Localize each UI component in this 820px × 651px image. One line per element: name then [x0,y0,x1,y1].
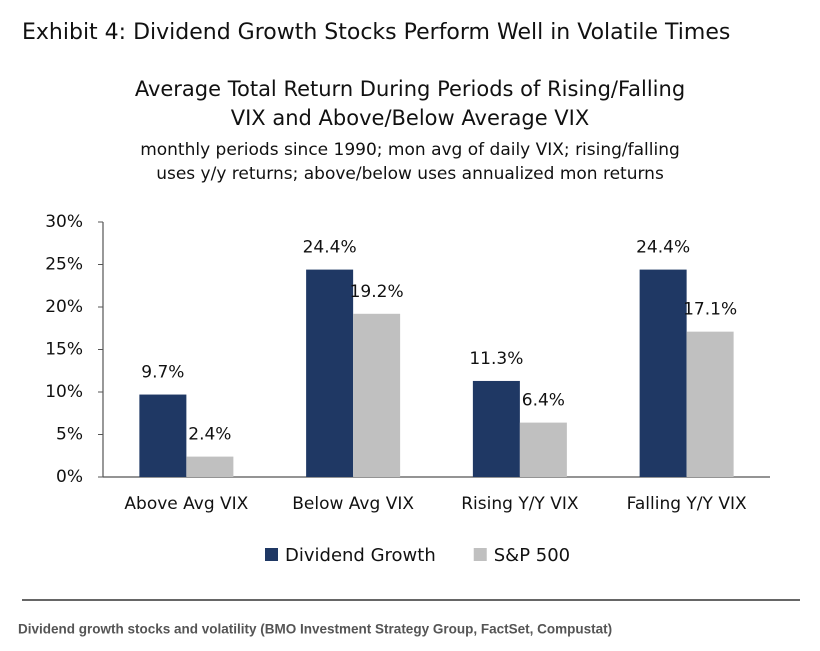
data-label: 17.1% [683,300,737,320]
legend-swatch [265,548,278,561]
x-tick-label: Above Avg VIX [124,494,248,514]
chart-subtitle: monthly periods since 1990; mon avg of d… [140,140,680,160]
y-tick-label: 25% [45,255,83,275]
bar [306,269,354,477]
legend-swatch [473,548,487,561]
data-label: 6.4% [522,391,565,411]
legend-label: Dividend Growth [285,545,436,566]
data-label: 24.4% [303,238,357,258]
legend-label: S&P 500 [494,545,570,566]
bar [139,394,187,477]
y-tick-label: 20% [45,297,83,317]
bar [686,331,734,477]
chart-subtitle: uses y/y returns; above/below uses annua… [156,164,664,184]
bar [519,422,567,477]
data-label: 19.2% [350,282,404,302]
data-label: 9.7% [141,363,184,383]
exhibit-title: Exhibit 4: Dividend Growth Stocks Perfor… [22,20,730,45]
data-label: 2.4% [188,425,231,445]
x-tick-label: Below Avg VIX [292,494,414,514]
caption: Dividend growth stocks and volatility (B… [18,622,612,637]
y-tick-label: 15% [45,340,83,360]
bar [472,380,520,477]
bar [353,313,401,477]
x-tick-label: Rising Y/Y VIX [461,494,579,514]
y-tick-label: 5% [56,425,83,445]
bar [639,269,687,477]
bar [186,456,234,477]
data-label: 11.3% [469,349,523,369]
y-tick-label: 10% [45,382,83,402]
y-tick-label: 30% [45,212,83,232]
data-label: 24.4% [636,238,690,258]
chart-title: VIX and Above/Below Average VIX [231,106,590,130]
chart-title: Average Total Return During Periods of R… [135,77,685,101]
y-tick-label: 0% [56,467,83,487]
x-tick-label: Falling Y/Y VIX [627,494,747,514]
